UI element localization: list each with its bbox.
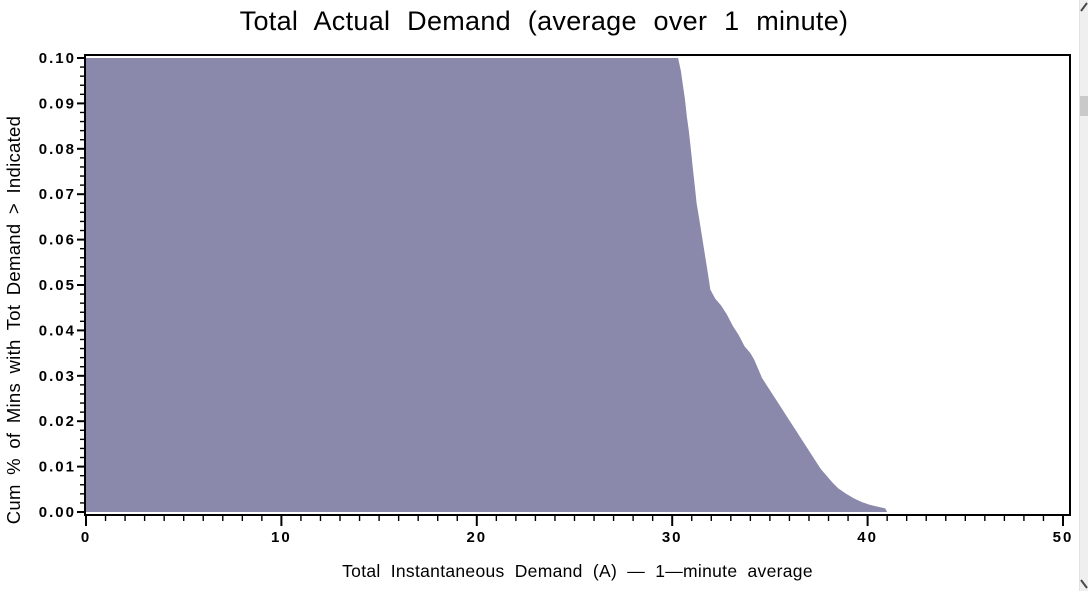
y-tick-label: 0.01 xyxy=(39,459,76,476)
x-tick-label: 10 xyxy=(271,529,292,546)
y-tick-label: 0.06 xyxy=(39,232,76,249)
y-tick-label: 0.07 xyxy=(39,186,76,203)
scrollbar-thumb[interactable] xyxy=(1080,96,1088,116)
plot-frame xyxy=(84,54,1071,516)
vertical-scrollbar-track[interactable] xyxy=(1079,0,1088,591)
x-tick-label: 50 xyxy=(1053,529,1074,546)
x-tick-label: 30 xyxy=(662,529,683,546)
x-tick-label: 20 xyxy=(466,529,487,546)
x-axis-title: Total Instantaneous Demand (A) — 1—minut… xyxy=(342,561,813,581)
y-tick-label: 0.00 xyxy=(39,504,76,521)
y-tick-label: 0.08 xyxy=(39,141,76,158)
chart-title: Total Actual Demand (average over 1 minu… xyxy=(239,6,849,36)
y-tick-label: 0.02 xyxy=(39,413,76,430)
demand-area-fill xyxy=(86,58,888,512)
y-tick-label: 0.04 xyxy=(39,322,76,339)
x-tick-label: 0 xyxy=(81,529,91,546)
y-tick-label: 0.03 xyxy=(39,368,76,385)
y-tick-label: 0.09 xyxy=(39,95,76,112)
scrollbar-top-mark-icon[interactable] xyxy=(1080,1,1088,13)
y-tick-label: 0.10 xyxy=(39,50,76,67)
scrollbar-bottom-mark-icon[interactable] xyxy=(1080,578,1088,590)
y-tick-label: 0.05 xyxy=(39,277,76,294)
x-tick-label: 40 xyxy=(857,529,878,546)
